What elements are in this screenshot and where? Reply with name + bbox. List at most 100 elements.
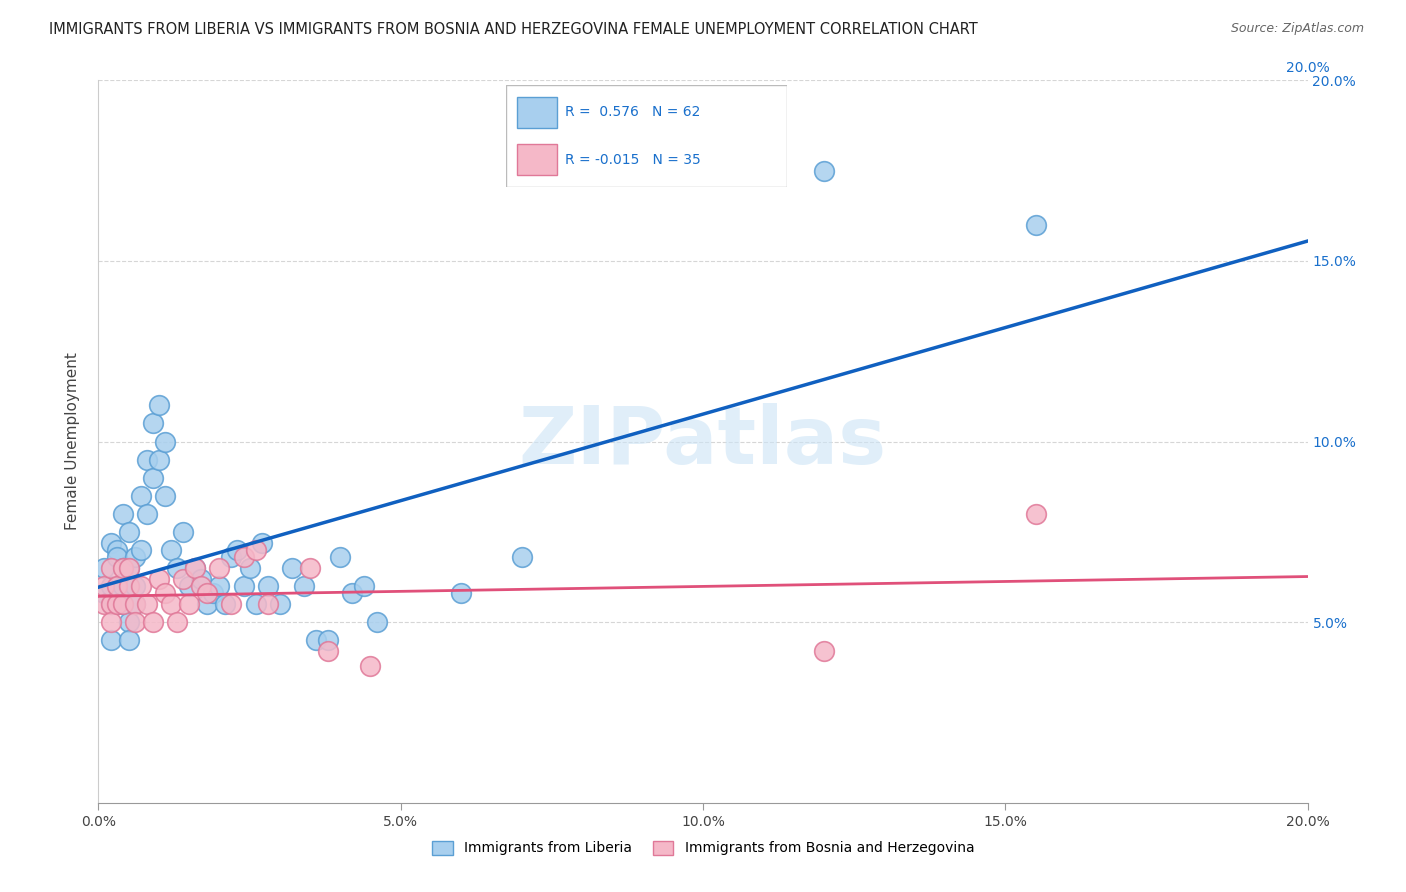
Point: [195, 586, 218, 600]
Point: [232, 550, 254, 565]
Point: [172, 524, 194, 539]
Point: [100, 597, 122, 611]
Point: [353, 579, 375, 593]
Point: [111, 561, 134, 575]
Point: [281, 561, 304, 575]
Point: [202, 586, 225, 600]
Point: [111, 597, 134, 611]
Point: [105, 597, 128, 611]
Point: [111, 597, 134, 611]
Point: [100, 561, 122, 575]
Point: [142, 471, 165, 485]
Point: [813, 644, 835, 658]
Point: [135, 597, 157, 611]
Text: Source: ZipAtlas.com: Source: ZipAtlas.com: [1230, 22, 1364, 36]
Point: [118, 561, 141, 575]
Point: [190, 579, 212, 593]
Point: [166, 615, 188, 630]
Point: [124, 579, 146, 593]
Point: [450, 586, 472, 600]
Point: [316, 633, 339, 648]
Point: [118, 615, 141, 630]
Point: [245, 597, 267, 611]
Point: [250, 535, 273, 549]
Point: [111, 561, 134, 575]
Point: [118, 561, 141, 575]
Text: R =  0.576   N = 62: R = 0.576 N = 62: [565, 105, 700, 120]
Point: [256, 597, 278, 611]
Point: [305, 633, 328, 648]
Point: [100, 535, 122, 549]
Point: [135, 507, 157, 521]
Point: [195, 597, 218, 611]
Point: [105, 550, 128, 565]
Point: [124, 597, 146, 611]
Point: [124, 597, 146, 611]
Text: IMMIGRANTS FROM LIBERIA VS IMMIGRANTS FROM BOSNIA AND HERZEGOVINA FEMALE UNEMPLO: IMMIGRANTS FROM LIBERIA VS IMMIGRANTS FR…: [49, 22, 979, 37]
Point: [93, 561, 115, 575]
Point: [118, 633, 141, 648]
Point: [148, 398, 170, 412]
Point: [160, 542, 183, 557]
Point: [221, 550, 243, 565]
Point: [105, 579, 128, 593]
Point: [100, 597, 122, 611]
FancyBboxPatch shape: [517, 97, 557, 128]
Point: [510, 550, 533, 565]
Point: [166, 561, 188, 575]
Point: [124, 550, 146, 565]
Point: [100, 615, 122, 630]
Point: [245, 542, 267, 557]
Point: [118, 579, 141, 593]
Point: [184, 561, 207, 575]
Point: [105, 579, 128, 593]
Y-axis label: Female Unemployment: Female Unemployment: [65, 352, 80, 531]
Point: [93, 597, 115, 611]
Point: [118, 524, 141, 539]
Point: [184, 561, 207, 575]
Point: [153, 489, 176, 503]
Point: [256, 579, 278, 593]
Point: [153, 586, 176, 600]
FancyBboxPatch shape: [506, 85, 787, 187]
Point: [208, 579, 231, 593]
Point: [129, 579, 152, 593]
Point: [316, 644, 339, 658]
Point: [239, 561, 262, 575]
Point: [153, 434, 176, 449]
Point: [124, 615, 146, 630]
Point: [299, 561, 322, 575]
Point: [329, 550, 352, 565]
Point: [111, 507, 134, 521]
Point: [172, 572, 194, 586]
Point: [118, 579, 141, 593]
Point: [269, 597, 291, 611]
Point: [813, 163, 835, 178]
Point: [111, 579, 134, 593]
Point: [208, 561, 231, 575]
Point: [148, 452, 170, 467]
Point: [93, 586, 115, 600]
Point: [160, 597, 183, 611]
Point: [1024, 218, 1046, 232]
Point: [148, 572, 170, 586]
Point: [366, 615, 388, 630]
Text: R = -0.015   N = 35: R = -0.015 N = 35: [565, 153, 702, 167]
FancyBboxPatch shape: [517, 145, 557, 175]
Point: [93, 579, 115, 593]
Point: [179, 579, 201, 593]
Point: [360, 658, 382, 673]
Text: ZIPatlas: ZIPatlas: [519, 402, 887, 481]
Point: [1024, 507, 1046, 521]
Point: [129, 542, 152, 557]
Point: [105, 597, 128, 611]
Point: [129, 489, 152, 503]
Point: [105, 542, 128, 557]
Point: [190, 572, 212, 586]
Point: [100, 579, 122, 593]
Point: [292, 579, 315, 593]
Point: [135, 452, 157, 467]
Point: [214, 597, 236, 611]
Point: [100, 633, 122, 648]
Point: [142, 615, 165, 630]
